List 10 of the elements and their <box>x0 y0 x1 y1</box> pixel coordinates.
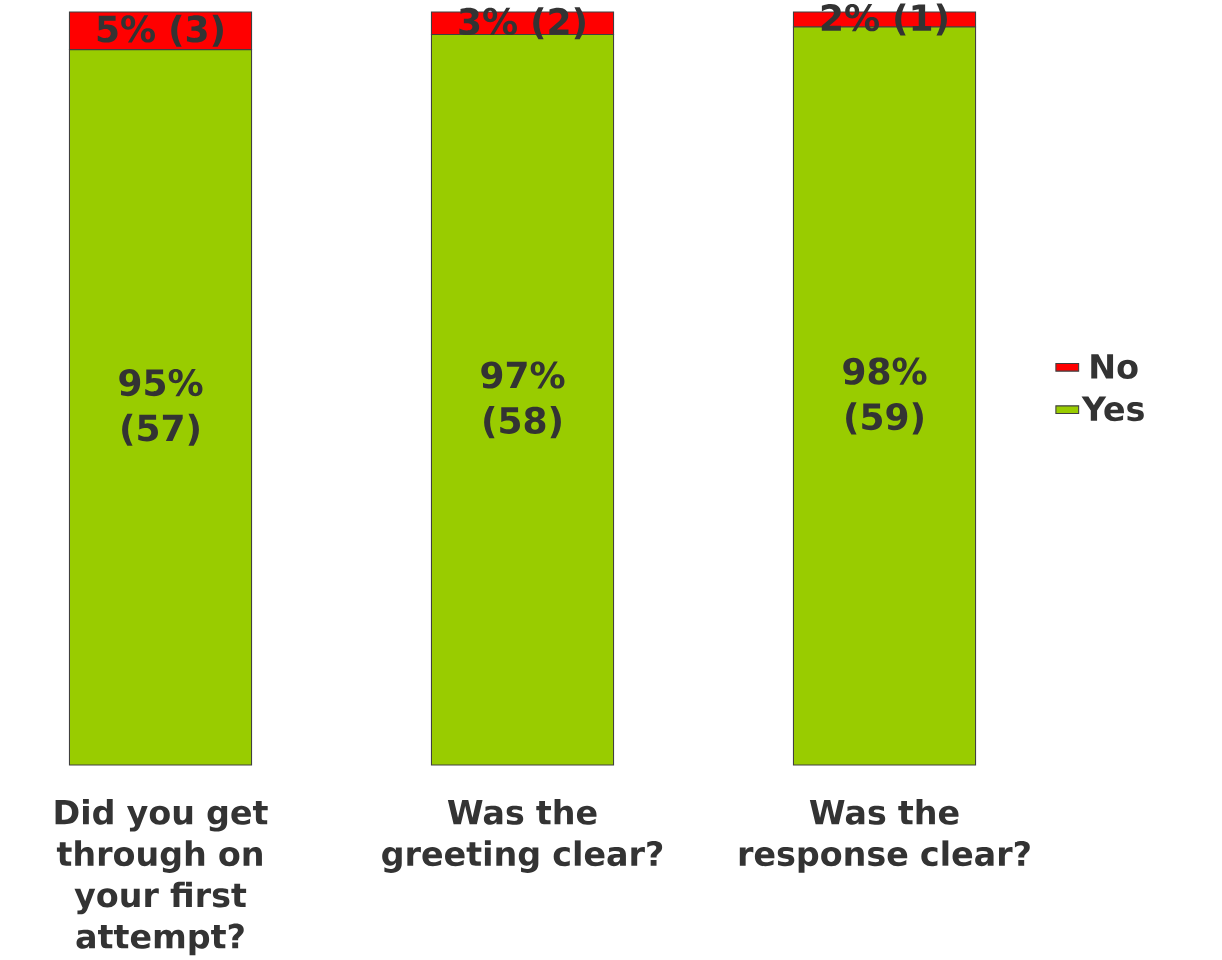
data-label: 5% (3) <box>97 14 223 47</box>
data-label: 97% (58) <box>481 361 565 439</box>
x-tick-label: Did you get through on your first attempt? <box>55 799 268 956</box>
data-label: 95% (57) <box>119 369 203 446</box>
x-tick-label: Was the response clear? <box>739 799 1030 873</box>
data-label: 98% (59) <box>843 357 927 435</box>
data-label: 3% (2) <box>459 7 585 40</box>
legend-label: Yes <box>1081 396 1144 422</box>
legend-label: No <box>1091 354 1138 380</box>
x-tick-label: Was the greeting clear? <box>382 799 663 874</box>
